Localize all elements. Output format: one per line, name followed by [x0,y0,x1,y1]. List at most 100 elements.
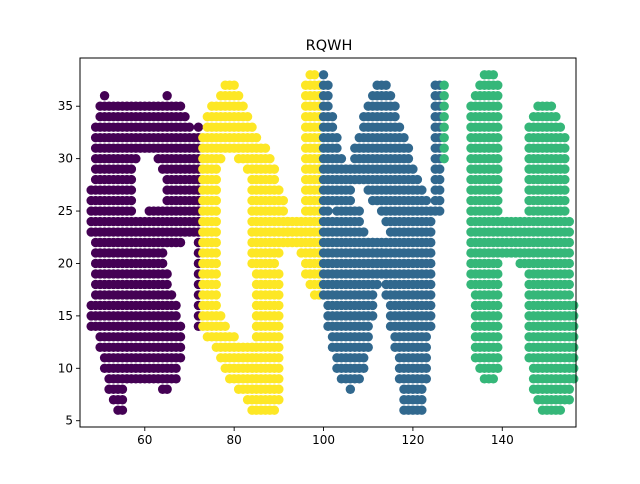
data-point [493,132,503,143]
data-point [131,153,141,164]
data-point [417,384,427,394]
data-point [175,332,186,342]
data-point [426,216,436,227]
data-point [359,227,369,237]
data-point [274,363,284,373]
data-point [564,290,574,300]
data-point [175,321,186,332]
data-point [426,321,436,332]
data-point [493,279,503,290]
data-point [171,363,181,373]
data-point [175,353,186,363]
data-point [117,384,128,394]
data-point [493,269,503,279]
data-point [363,332,373,342]
data-point [403,153,414,164]
data-point [421,332,432,342]
data-point [274,332,284,342]
data-point [216,311,226,321]
data-point [426,300,436,311]
data-point [394,122,405,132]
data-point [417,395,427,405]
data-point [421,195,432,206]
data-point [488,374,499,384]
data-point [211,216,221,227]
data-point [211,195,221,206]
data-point [390,112,400,122]
data-point [332,143,342,153]
data-point [439,143,449,153]
data-point [564,269,574,279]
plot-area-frame [79,57,577,428]
data-point [162,91,172,101]
data-point [435,206,445,216]
data-point [126,164,137,174]
data-point [569,363,579,373]
x-tick-label: 80 [227,433,242,447]
data-point [385,91,396,101]
data-point [564,237,574,248]
chart-title: RQWH [306,38,353,54]
data-point [274,185,284,195]
data-point [211,227,221,237]
data-point [435,185,445,195]
data-point [211,206,221,216]
data-point [211,164,221,174]
data-point [569,353,579,363]
data-point [551,112,561,122]
data-point [269,164,280,174]
data-point [274,342,284,353]
data-point [439,80,449,90]
data-point [555,405,566,415]
data-point [408,164,418,174]
scatter-points [86,70,579,415]
series-2 [318,70,445,415]
data-point [435,195,445,206]
data-point [426,258,436,269]
data-point [318,70,329,80]
data-point [564,384,574,394]
data-point [336,153,347,164]
data-point [493,164,503,174]
data-point [274,300,284,311]
data-point [211,174,221,185]
data-point [193,122,204,132]
data-point [220,321,230,332]
data-point [493,342,503,353]
data-point [359,353,369,363]
data-point [117,405,128,415]
data-point [269,258,280,269]
series-0 [86,91,204,415]
data-point [381,80,391,90]
data-point [211,237,221,248]
x-tick-label: 140 [491,433,514,447]
data-point [363,342,373,353]
data-point [439,112,449,122]
data-point [327,112,338,122]
data-point [569,374,579,384]
y-tick-label: 30 [58,152,73,166]
data-point [171,374,181,384]
data-point [251,132,262,143]
data-point [560,132,570,143]
data-point [274,321,284,332]
data-point [367,300,378,311]
data-point [426,279,436,290]
data-point [354,206,364,216]
data-point [564,248,574,258]
data-point [439,91,449,101]
data-point [354,216,364,227]
data-point [493,321,503,332]
data-point [278,206,289,216]
data-point [171,300,181,311]
data-point [345,185,356,195]
data-point [175,101,186,111]
data-point [493,153,503,164]
data-point [560,206,570,216]
data-point [426,311,436,321]
data-point [493,122,503,132]
data-point [260,143,271,153]
data-point [269,174,280,185]
data-point [488,70,499,80]
data-point [126,185,137,195]
